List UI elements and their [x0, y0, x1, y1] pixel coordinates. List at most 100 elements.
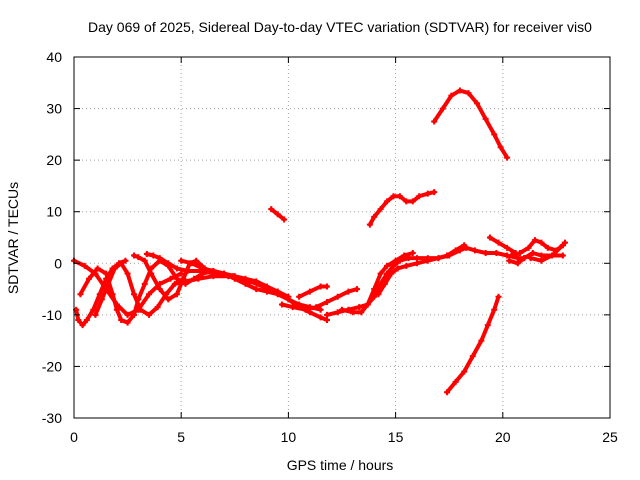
data-point — [79, 322, 86, 329]
x-tick-label: 25 — [602, 429, 618, 445]
data-point — [221, 270, 228, 277]
x-axis-label: GPS time / hours — [287, 457, 394, 473]
data-point — [334, 309, 341, 316]
plot-frame — [73, 56, 611, 419]
data-point — [549, 252, 556, 259]
data-point — [135, 254, 142, 261]
data-point — [345, 288, 352, 295]
data-point — [90, 306, 97, 313]
data-point — [521, 255, 528, 262]
data-point — [531, 237, 538, 244]
data-point — [424, 190, 431, 197]
data-point — [171, 280, 178, 287]
series-arc-16 — [445, 294, 501, 395]
data-point — [193, 257, 200, 264]
data-point — [414, 255, 421, 262]
data-point — [559, 252, 566, 259]
data-point — [486, 234, 493, 241]
data-point — [384, 262, 391, 269]
data-point — [444, 252, 451, 259]
data-point — [94, 265, 101, 272]
data-point — [529, 249, 536, 256]
data-point — [416, 193, 423, 200]
data-point — [323, 283, 330, 290]
grid — [74, 57, 610, 418]
data-point — [188, 260, 195, 267]
data-point — [210, 268, 217, 275]
y-tick-label: 10 — [46, 204, 62, 220]
data-point — [105, 280, 112, 287]
series-arc-1 — [72, 258, 184, 317]
data-point — [96, 291, 103, 298]
data-point — [514, 260, 521, 267]
data-point — [124, 319, 131, 326]
data-point — [75, 317, 82, 324]
data-point — [180, 275, 187, 282]
data-point — [478, 337, 485, 344]
data-point — [113, 306, 120, 313]
data-point — [390, 193, 397, 200]
data-point — [538, 239, 545, 246]
data-point — [184, 268, 191, 275]
data-point — [195, 275, 202, 282]
data-point — [289, 304, 296, 311]
data-point — [504, 154, 511, 161]
data-point — [83, 317, 90, 324]
data-point — [92, 311, 99, 318]
data-point — [122, 257, 129, 264]
data-point — [414, 260, 421, 267]
data-point — [474, 100, 481, 107]
y-tick-label: -30 — [42, 410, 62, 426]
x-tick-label: 20 — [495, 429, 511, 445]
data-point — [364, 301, 371, 308]
data-point — [471, 247, 478, 254]
data-point — [178, 270, 185, 277]
data-point — [285, 296, 292, 303]
series-arc-15 — [432, 88, 510, 160]
data-point — [431, 189, 438, 196]
y-tick-label: 40 — [46, 49, 62, 65]
data-point — [482, 115, 489, 122]
data-point — [306, 288, 313, 295]
data-point — [394, 265, 401, 272]
data-point — [435, 255, 442, 262]
data-point — [317, 314, 324, 321]
data-point — [98, 296, 105, 303]
data-point — [465, 90, 472, 97]
data-point — [403, 262, 410, 269]
data-point — [508, 252, 515, 259]
data-point — [173, 265, 180, 272]
axis-ticks: 0 5 10 15 20 25 -30 -20 -10 0 10 20 30 40 — [42, 49, 618, 445]
data-point — [371, 213, 378, 220]
y-axis-label: SDTVAR / TECUs — [5, 182, 21, 294]
data-point — [381, 280, 388, 287]
x-tick-label: 0 — [70, 429, 78, 445]
data-point — [377, 270, 384, 277]
data-point — [173, 291, 180, 298]
data-point — [111, 265, 118, 272]
series-arc-17 — [487, 235, 518, 255]
data-point — [452, 247, 459, 254]
data-point — [281, 216, 288, 223]
y-tick-label: -10 — [42, 307, 62, 323]
series-arc-9 — [297, 284, 329, 299]
data-point — [396, 193, 403, 200]
data-point — [103, 270, 110, 277]
chart-title: Day 069 of 2025, Sidereal Day-to-day VTE… — [88, 19, 592, 35]
data-point — [525, 244, 532, 251]
data-point — [317, 283, 324, 290]
data-point — [461, 368, 468, 375]
data-series — [71, 87, 568, 396]
data-point — [339, 306, 345, 313]
data-point — [141, 257, 148, 264]
data-point — [156, 286, 163, 293]
data-point — [302, 306, 309, 313]
data-point — [491, 306, 498, 313]
data-point — [118, 317, 125, 324]
data-point — [81, 262, 88, 269]
data-point — [456, 87, 463, 94]
data-point — [109, 291, 116, 298]
data-point — [150, 252, 157, 259]
data-point — [274, 211, 281, 218]
